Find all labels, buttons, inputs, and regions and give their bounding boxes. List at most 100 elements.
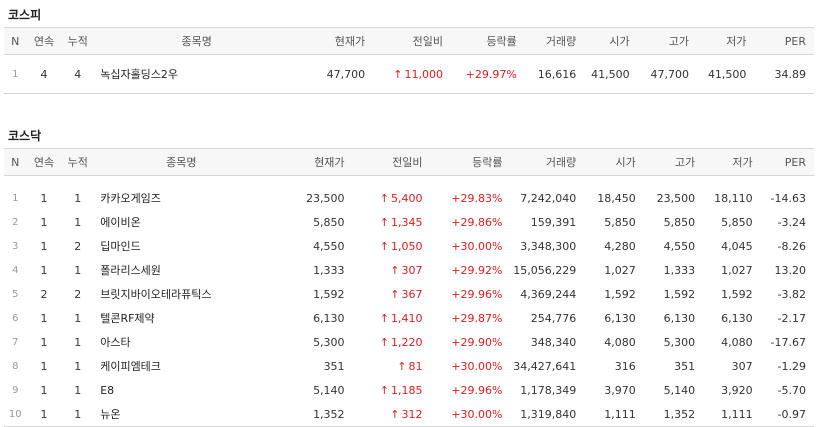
open-price: 1,111 xyxy=(584,402,644,427)
open-price: 18,450 xyxy=(597,191,636,205)
streak-count: 1 xyxy=(40,335,48,349)
streak-count: 4 xyxy=(26,54,62,94)
high-price: 4,550 xyxy=(663,239,696,253)
low-price: 1,111 xyxy=(703,402,761,427)
kosdaq-table-body: 1 1 1 카카오게임즈 23,500 ↑ 5,400 +29.83% 7,242,040 18,… xyxy=(4,176,814,427)
per-value: -2.17 xyxy=(777,311,806,325)
up-arrow-icon: ↑ xyxy=(390,407,400,421)
volume: 1,178,349 xyxy=(520,383,577,397)
column-header: PER xyxy=(754,27,814,55)
change-rate: +29.96% xyxy=(451,287,503,301)
low-price: 41,500 xyxy=(697,54,755,94)
stock-name-link[interactable]: 딥마인드 xyxy=(100,240,141,253)
volume: 4,369,244 xyxy=(520,287,577,301)
stock-name-link[interactable]: 카카오게임즈 xyxy=(100,192,161,205)
table-row[interactable]: 9 1 1 E8 5,140 ↑ 1,185 +29.96% 1,178,349 3,970 5,1… xyxy=(4,378,814,402)
change-value: 1,185 xyxy=(390,383,423,397)
row-number: 1 xyxy=(4,54,27,94)
table-row[interactable]: 1 4 4 녹십자홀딩스2우 47,700 ↑ 11,000 +29.97% 16,616 41,… xyxy=(4,54,814,94)
column-header: 등락률 xyxy=(430,148,511,176)
column-header: 현재가 xyxy=(268,148,353,176)
stock-name-link[interactable]: 폴라리스세원 xyxy=(100,264,161,277)
per-value: -0.97 xyxy=(760,402,814,427)
table-row[interactable]: 5 2 2 브릿지바이오테라퓨틱스 1,592 ↑ 367 +29.96% 4,369,244 1… xyxy=(4,282,814,306)
column-header: 누적 xyxy=(61,148,95,176)
cumulative-count: 1 xyxy=(74,335,82,349)
volume: 34,427,641 xyxy=(513,359,577,373)
spacer-row xyxy=(4,176,814,187)
low-price: 4,045 xyxy=(721,239,753,253)
cumulative-count: 1 xyxy=(74,383,82,397)
table-row[interactable]: 6 1 1 텔콘RF제약 6,130 ↑ 1,410 +29.87% 254,776 6,130 6… xyxy=(4,306,814,330)
volume: 16,616 xyxy=(524,54,585,94)
high-price: 1,592 xyxy=(663,287,696,301)
table-row[interactable]: 7 1 1 아스타 5,300 ↑ 1,220 +29.90% 348,340 4,080 5,30… xyxy=(4,330,814,354)
current-price: 23,500 xyxy=(306,191,345,205)
cumulative-count: 1 xyxy=(74,359,82,373)
low-price: 3,920 xyxy=(721,383,753,397)
up-arrow-icon: ↑ xyxy=(379,191,389,205)
column-header: 거래량 xyxy=(510,148,585,176)
per-value: -3.82 xyxy=(777,287,806,301)
table-row[interactable]: 1 1 1 카카오게임즈 23,500 ↑ 5,400 +29.83% 7,242,040 18,… xyxy=(4,186,814,210)
current-price: 5,140 xyxy=(313,383,345,397)
open-price: 5,850 xyxy=(604,215,636,229)
cumulative-count: 2 xyxy=(74,287,82,301)
kosdaq-section-title: 코스닥 xyxy=(8,129,42,143)
stock-name-link[interactable]: 브릿지바이오테라퓨틱스 xyxy=(100,288,212,301)
per-value: -5.70 xyxy=(777,383,806,397)
change-rate: +29.90% xyxy=(451,335,503,349)
cumulative-count: 1 xyxy=(74,215,82,229)
low-price: 18,110 xyxy=(714,191,753,205)
stock-name-link[interactable]: E8 xyxy=(100,383,115,397)
table-row[interactable]: 10 1 1 뉴온 1,352 ↑ 312 +30.00% 1,319,840 1,111 1,35… xyxy=(4,402,814,427)
kospi-section-title: 코스피 xyxy=(8,8,42,22)
row-number: 8 xyxy=(12,360,19,372)
table-row[interactable]: 3 1 2 딥마인드 4,550 ↑ 1,050 +30.00% 3,348,300 4,280 4… xyxy=(4,234,814,258)
streak-count: 1 xyxy=(26,402,62,427)
volume: 3,348,300 xyxy=(520,239,577,253)
row-number: 6 xyxy=(12,312,19,324)
low-price: 5,850 xyxy=(721,215,753,229)
high-price: 47,700 xyxy=(637,54,698,94)
row-number: 7 xyxy=(12,336,19,348)
per-value: -8.26 xyxy=(777,239,806,253)
high-price: 5,850 xyxy=(663,215,696,229)
up-arrow-icon: ↑ xyxy=(379,239,389,253)
change-value: 312 xyxy=(401,407,423,421)
spacer-cell xyxy=(4,176,814,187)
open-price: 3,970 xyxy=(604,383,636,397)
change-rate: +29.87% xyxy=(451,311,503,325)
streak-count: 1 xyxy=(40,263,48,277)
change-rate: +30.00% xyxy=(430,402,511,427)
column-header: 전일비 xyxy=(373,27,451,55)
table-row[interactable]: 2 1 1 에이비온 5,850 ↑ 1,345 +29.86% 159,391 5,850 5,8… xyxy=(4,210,814,234)
stock-name-link[interactable]: 뉴온 xyxy=(94,402,269,427)
stock-name-link[interactable]: 텔콘RF제약 xyxy=(100,312,155,325)
stock-name-link[interactable]: 아스타 xyxy=(100,336,131,349)
cumulative-count: 4 xyxy=(61,54,95,94)
up-arrow-icon: ↑ xyxy=(390,287,400,301)
table-row[interactable]: 4 1 1 폴라리스세원 1,333 ↑ 307 +29.92% 15,056,229 1,027… xyxy=(4,258,814,282)
row-number: 5 xyxy=(12,288,19,300)
column-header: 종목명 xyxy=(94,27,300,55)
up-arrow-icon: ↑ xyxy=(379,311,389,325)
streak-count: 1 xyxy=(40,383,48,397)
volume: 15,056,229 xyxy=(513,263,577,277)
stock-name-link[interactable]: 녹십자홀딩스2우 xyxy=(94,54,300,94)
current-price: 6,130 xyxy=(313,311,345,325)
current-price: 5,850 xyxy=(313,215,345,229)
per-value: -17.67 xyxy=(770,335,806,349)
open-price: 1,027 xyxy=(604,263,636,277)
current-price: 4,550 xyxy=(313,239,345,253)
change-cell: ↑ 1,345 xyxy=(353,210,431,234)
high-price: 6,130 xyxy=(663,311,696,325)
row-number: 4 xyxy=(12,264,19,276)
streak-count: 1 xyxy=(40,215,48,229)
cumulative-count: 1 xyxy=(74,311,82,325)
table-row[interactable]: 8 1 1 케이피엠테크 351 ↑ 81 +30.00% 34,427,641 316 351 30… xyxy=(4,354,814,378)
kospi-header-row: N 연속 누적 종목명 현재가 전일비 등락률 거래량 시가 고가 저가 PER xyxy=(4,27,814,55)
stock-name-link[interactable]: 에이비온 xyxy=(100,216,141,229)
stock-name-link[interactable]: 케이피엠테크 xyxy=(100,360,161,373)
column-header: 시가 xyxy=(584,148,644,176)
